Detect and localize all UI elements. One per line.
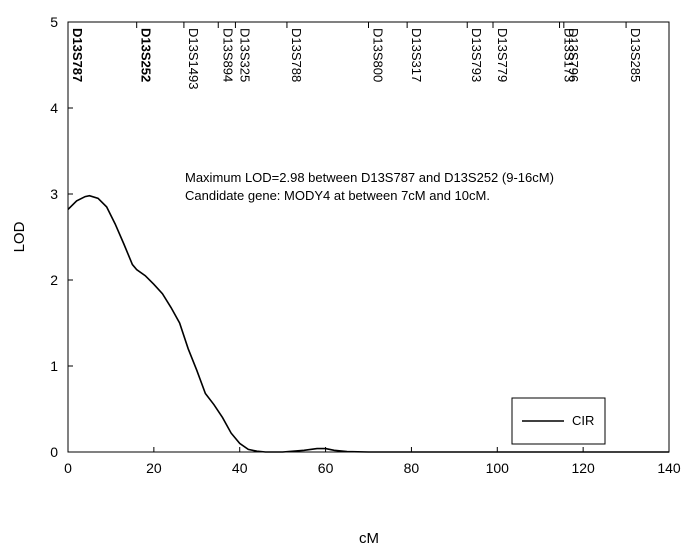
y-tick-label: 2 [50,272,58,288]
x-tick-label: 60 [318,460,334,476]
marker-label: D13S325 [237,28,252,82]
y-tick-label: 3 [50,186,58,202]
legend-label-cir: CIR [572,413,594,428]
plot-frame [67,21,670,453]
x-tick-label: 140 [657,460,681,476]
y-tick-label: 5 [50,14,58,30]
y-axis: 0 1 2 3 4 5 [50,14,73,460]
x-axis-title: cM [359,530,379,547]
marker-label: D13S779 [495,28,510,82]
legend: CIR [511,397,606,445]
y-tick-label: 0 [50,444,58,460]
x-tick-label: 20 [146,460,162,476]
marker-label: D13S285 [628,28,643,82]
marker-label: D13S894 [220,28,235,82]
y-tick-label: 1 [50,358,58,374]
x-axis: 0 20 40 60 80 100 120 140 [64,447,681,476]
x-tick-label: 40 [232,460,248,476]
series-line-cir [67,194,669,453]
marker-group: D13S787 D13S252 D13S1493 D13S894 D13S325 D13S… [70,22,643,89]
marker-label: D13S317 [409,28,424,82]
marker-label: D13S796 [566,28,581,82]
marker-label: D13S252 [139,28,154,82]
marker-label: D13S788 [289,28,304,82]
marker-label: D13S173 [562,28,577,82]
y-axis-title: LOD [11,221,28,252]
annotation-max-lod: Maximum LOD=2.98 between D13S787 and D13… [185,170,554,185]
x-tick-label: 80 [404,460,420,476]
y-tick-label: 4 [50,100,58,116]
marker-label: D13S787 [70,28,85,82]
annotation-candidate-gene: Candidate gene: MODY4 at between 7cM and… [185,188,490,203]
x-tick-label: 0 [64,460,72,476]
marker-label: D13S793 [469,28,484,82]
marker-label: D13S1493 [186,28,201,89]
x-tick-label: 100 [486,460,510,476]
x-tick-label: 120 [571,460,595,476]
marker-label: D13S800 [371,28,386,82]
